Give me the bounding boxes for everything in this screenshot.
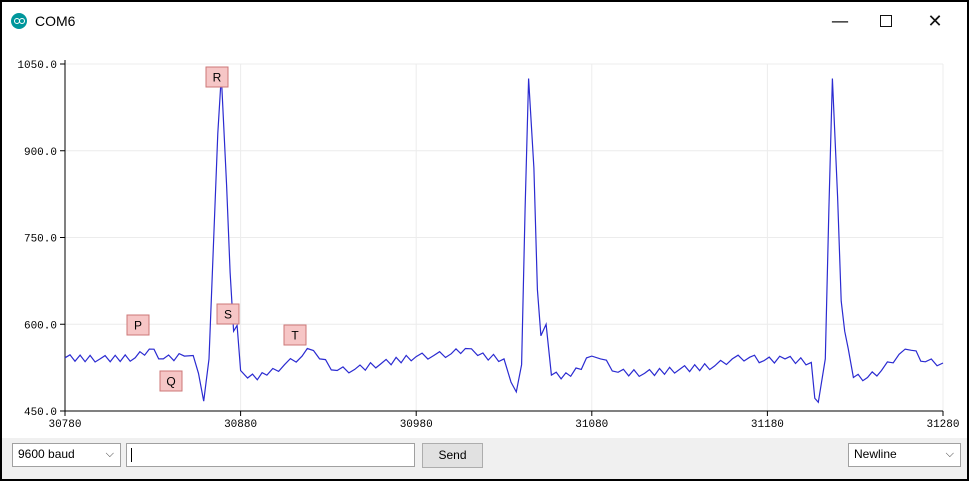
x-tick-label: 30880 [224,419,257,431]
x-tick-label: 30780 [48,419,81,431]
annotation-box [205,66,229,88]
annotation-label: P [134,319,142,333]
y-tick-label: 750.0 [24,234,57,246]
message-input[interactable] [126,443,415,467]
chevron-down-icon: ⌵ [945,447,954,460]
annotation-box [283,324,307,346]
x-tick-label: 31180 [751,419,784,431]
close-button[interactable]: ✕ [912,2,958,40]
minimize-icon: — [831,10,849,32]
minimize-button[interactable]: — [817,2,863,40]
annotation-label: S [224,308,232,322]
line-ending-value: Newline [854,447,897,461]
y-tick-label: 450.0 [24,407,57,419]
bottom-toolbar: 9600 baud ⌵ Send Newline ⌵ [2,438,967,479]
maximize-button[interactable] [863,2,909,40]
y-tick-label: 1050.0 [17,60,57,72]
annotation-label: Q [166,375,175,389]
annotation-label: T [291,329,299,343]
close-icon: ✕ [927,10,943,32]
y-tick-label: 600.0 [24,320,57,332]
y-tick-label: 900.0 [24,147,57,159]
line-ending-select[interactable]: Newline ⌵ [848,443,961,467]
x-tick-label: 30980 [400,419,433,431]
serial-plot: 450.0 600.0 750.0 900.0 1050.0 30780 30880 3098… [17,60,960,431]
chevron-down-icon: ⌵ [105,447,114,460]
arduino-icon [11,13,27,29]
annotation-label: R [213,71,222,85]
send-button[interactable]: Send [422,443,483,468]
ecg-trace [64,75,944,404]
annotation-box [126,314,150,336]
title-bar: COM6 — ✕ [2,2,967,40]
x-tick-label: 31280 [926,419,959,431]
annotation-box [216,303,240,325]
annotation-box [159,370,183,392]
baud-rate-select[interactable]: 9600 baud ⌵ [12,443,121,467]
window-title: COM6 [35,13,76,29]
maximize-icon [880,15,892,27]
baud-rate-value: 9600 baud [18,447,75,461]
x-tick-label: 31080 [575,419,608,431]
